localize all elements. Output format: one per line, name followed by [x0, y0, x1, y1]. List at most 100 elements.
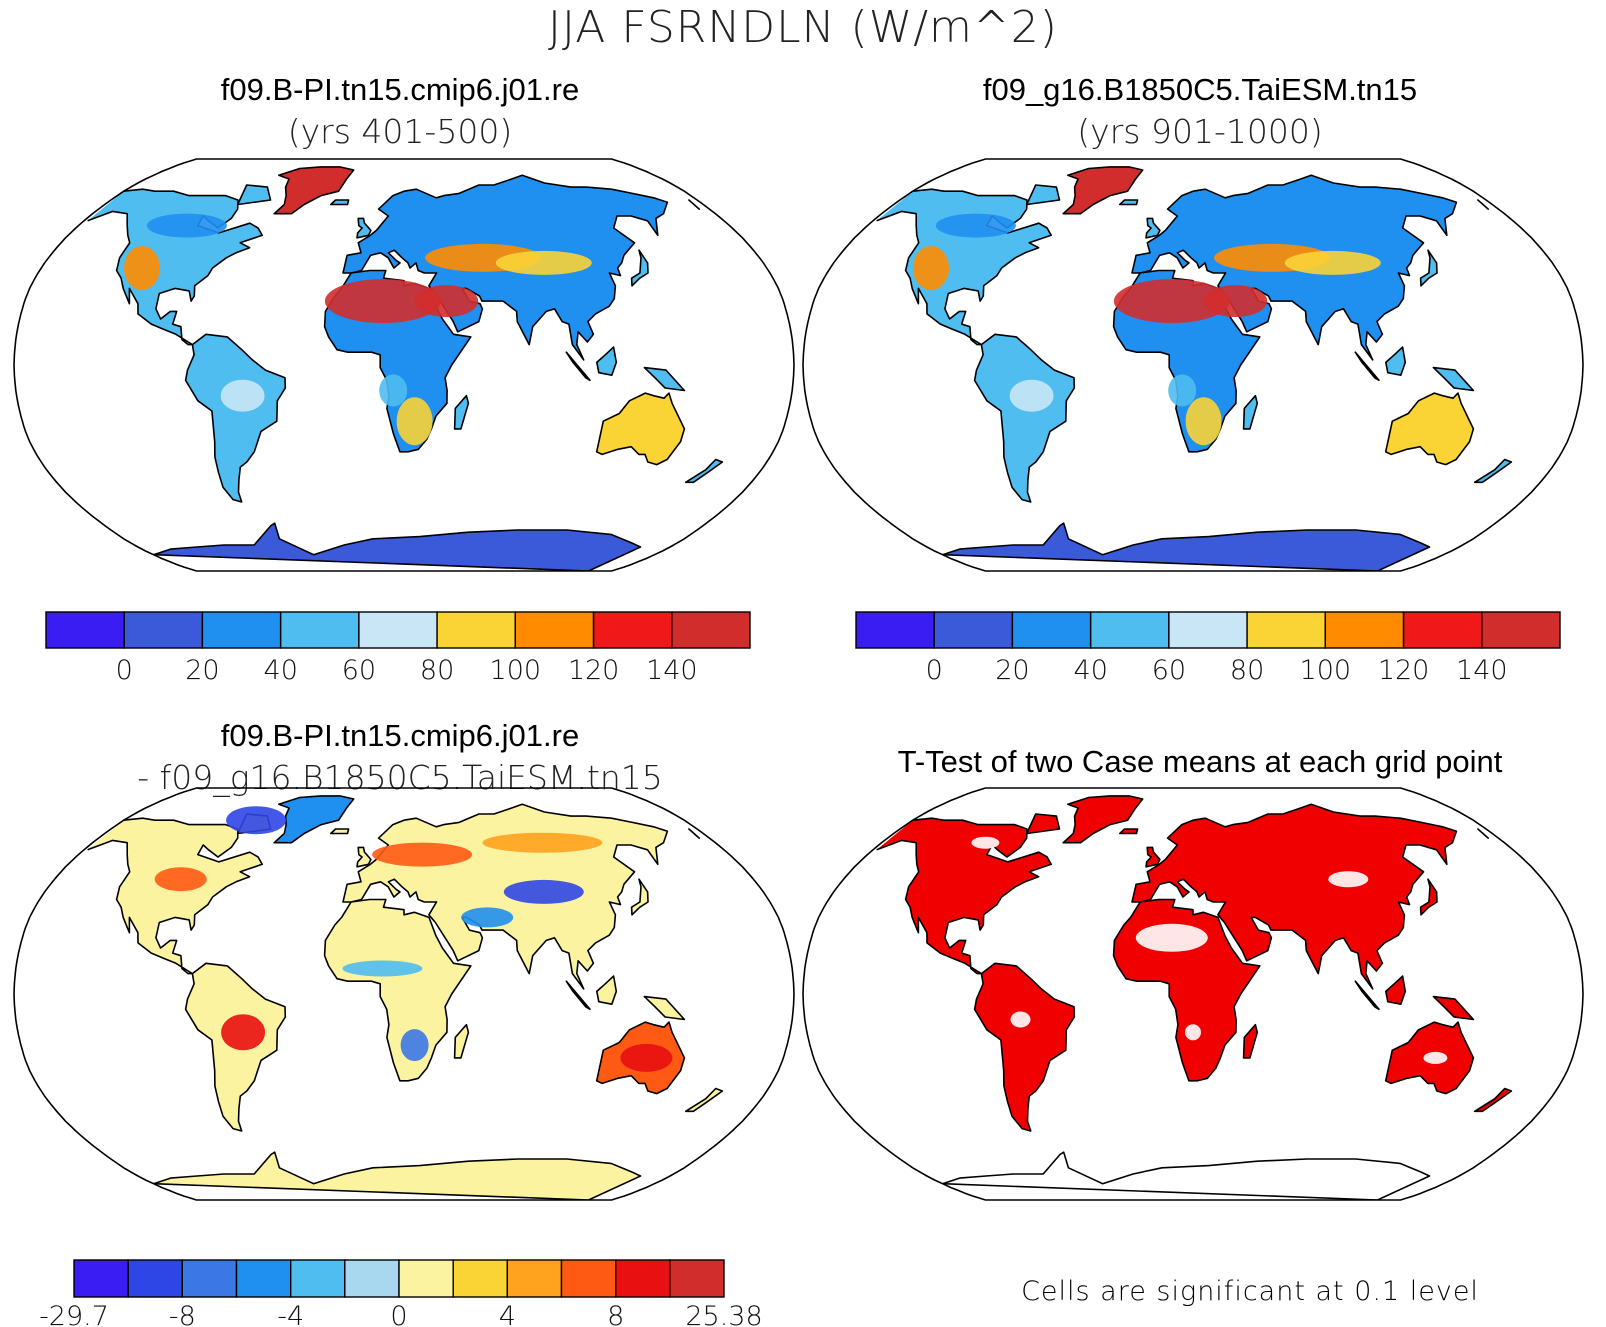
landmass-northamerica — [876, 817, 1489, 975]
landmass-iceland — [330, 199, 350, 206]
top-right-colorbar-tick-label: 20 — [995, 655, 1029, 686]
landmass-sumatra — [1354, 980, 1380, 1011]
top-left-colorbar-tick-label: 40 — [264, 655, 298, 686]
field-patch — [379, 374, 408, 407]
top-left-panel-title: f09.B-PI.tn15.cmip6.j01.re — [220, 72, 580, 107]
top-right-colorbar-swatch — [1011, 611, 1092, 649]
field-patch — [1284, 250, 1381, 275]
field-patch — [124, 246, 160, 290]
landmass-baffin — [236, 184, 272, 206]
top-right-panel-title: f09_g16.B1850C5.TaiESM.tn15 — [982, 72, 1418, 107]
top-left-colorbar-swatch — [592, 611, 673, 649]
bottom-left-colorbar-swatch — [181, 1259, 238, 1298]
map-border — [13, 158, 795, 572]
landmass-newguinea — [1432, 366, 1475, 392]
landmass-eurasia — [1131, 803, 1458, 990]
landmass-greenland — [1062, 795, 1144, 844]
landmass-southamerica — [973, 962, 1076, 1132]
bottom-left-colorbar-swatch — [398, 1259, 454, 1298]
field-patch — [620, 1043, 673, 1072]
field-patch — [1113, 279, 1230, 324]
top-left-colorbar-swatch — [358, 611, 438, 649]
top-right-colorbar-swatch — [1246, 611, 1326, 649]
field-patch — [220, 379, 265, 412]
landmass-antarctica — [152, 1151, 642, 1200]
bottom-left-colorbar-swatch — [290, 1259, 346, 1298]
field-patch — [1135, 923, 1208, 952]
landmass-southamerica — [973, 333, 1076, 503]
landmass-southamerica — [184, 333, 287, 503]
top-right-colorbar-tick-label: 0 — [926, 655, 943, 686]
landmass-antarctica — [941, 1151, 1431, 1200]
field-patch — [154, 867, 207, 892]
field-patch — [971, 836, 1000, 849]
top-left-colorbar-swatch — [201, 611, 282, 649]
field-patch — [1328, 871, 1369, 888]
top-right-colorbar-swatch — [855, 611, 935, 649]
field-patch — [913, 246, 949, 290]
landmass-japan — [1419, 249, 1438, 287]
landmass-antarctica — [941, 522, 1431, 571]
bottom-left-colorbar-swatch — [669, 1259, 725, 1298]
bottom-left-colorbar-swatch — [506, 1259, 563, 1298]
bottom-left-colorbar-tick-label: 25.38 — [685, 1301, 762, 1327]
top-right-colorbar-tick-label: 140 — [1456, 655, 1508, 686]
landmass-iceland — [1119, 828, 1139, 835]
landmass-greenland — [1062, 166, 1144, 215]
field-patch — [1271, 199, 1392, 228]
bottom-left-colorbar-swatch — [615, 1259, 671, 1298]
landmass-northamerica — [87, 817, 700, 975]
landmass-antarctica — [152, 522, 642, 571]
landmass-britain — [356, 846, 372, 868]
field-patch — [461, 907, 514, 928]
landmass-japan — [630, 249, 649, 287]
bottom-left-colorbar-tick-label: -8 — [169, 1301, 196, 1327]
bottom-left-colorbar-swatch — [452, 1259, 509, 1298]
landmass-africa — [323, 898, 472, 1082]
map-border — [13, 787, 795, 1201]
landmass-iceland — [1119, 199, 1139, 206]
top-left-colorbar-tick-label: 140 — [646, 655, 698, 686]
landmass-newzealand — [1473, 458, 1513, 484]
landmass-borneo — [596, 975, 618, 1005]
landmass-madagascar — [1242, 1023, 1259, 1059]
bottom-left-colorbar-swatch — [235, 1259, 292, 1298]
top-left-colorbar-tick-label: 100 — [490, 655, 542, 686]
landmass-newzealand — [684, 458, 724, 484]
field-patch — [1010, 1011, 1031, 1028]
top-right-colorbar-tick-label: 80 — [1230, 655, 1264, 686]
field-patch — [482, 199, 603, 228]
top-left-colorbar-swatch — [436, 611, 517, 649]
top-left-panel-subtitle: (yrs 401-500) — [287, 112, 513, 151]
field-patch — [221, 1014, 266, 1051]
significance-note: Cells are significant at 0.1 level — [1021, 1276, 1479, 1307]
field-patch — [400, 1029, 429, 1062]
landmass-britain — [1145, 217, 1161, 239]
field-patch — [396, 397, 433, 446]
bottom-left-colorbar-swatch — [127, 1259, 184, 1298]
field-patch — [935, 213, 1016, 238]
bottom-left-colorbar-swatch — [560, 1259, 617, 1298]
top-left-colorbar-tick-label: 20 — [185, 655, 219, 686]
landmass-madagascar — [1242, 394, 1259, 430]
landmass-japan — [1419, 878, 1438, 916]
field-patch — [372, 842, 473, 867]
field-patch — [414, 285, 479, 318]
top-left-colorbar-tick-label: 80 — [420, 655, 454, 686]
landmass-newguinea — [1432, 995, 1475, 1021]
landmass-borneo — [1385, 346, 1407, 376]
bottom-left-colorbar-tick-label: -29.7 — [39, 1301, 109, 1327]
field-patch — [1423, 1051, 1448, 1064]
field-patch — [1168, 374, 1197, 407]
top-right-colorbar-swatch — [1481, 611, 1561, 649]
field-patch — [324, 279, 441, 324]
top-left-colorbar-swatch — [123, 611, 204, 649]
top-left-colorbar-swatch — [45, 611, 125, 649]
top-left-colorbar-swatch — [514, 611, 595, 649]
field-patch — [146, 213, 227, 238]
top-right-colorbar-tick-label: 60 — [1152, 655, 1186, 686]
landmass-sumatra — [565, 980, 591, 1011]
bottom-left-colorbar-swatch — [73, 1259, 129, 1298]
landmass-newguinea — [643, 366, 686, 392]
